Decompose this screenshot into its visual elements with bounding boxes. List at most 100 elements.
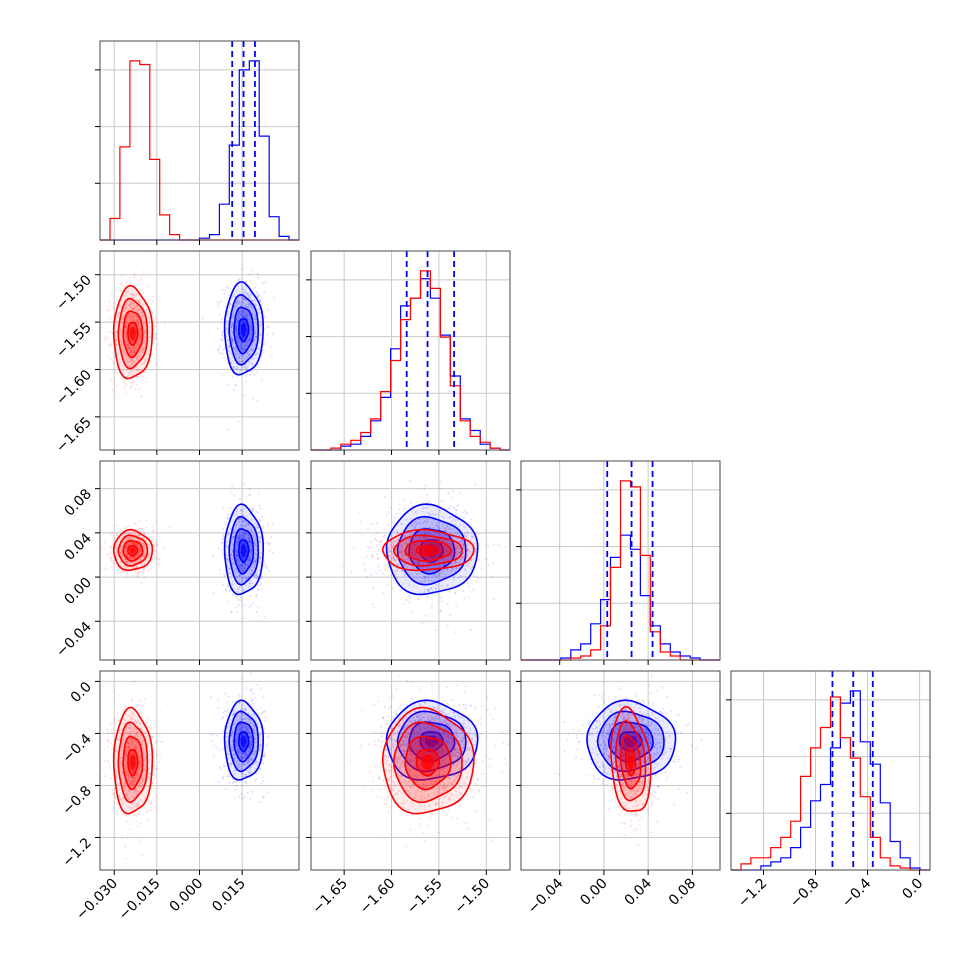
blue-sample-point: [238, 355, 241, 358]
red-sample-point: [132, 566, 134, 569]
red-sample-point: [460, 538, 463, 541]
blue-sample-point: [249, 305, 252, 308]
red-sample-point: [422, 541, 425, 544]
blue-sample-point: [248, 539, 251, 542]
red-sample-point: [463, 549, 466, 552]
blue-sample-point: [230, 325, 233, 328]
blue-sample-point: [271, 551, 274, 554]
red-sample-point: [391, 541, 394, 544]
blue-sample-point: [228, 572, 231, 575]
blue-sample-point: [448, 517, 451, 519]
blue-sample-point: [408, 594, 411, 597]
red-sample-point: [429, 556, 432, 559]
red-sample-point: [104, 567, 107, 570]
red-sample-point: [141, 312, 144, 315]
blue-sample-point: [257, 294, 260, 297]
blue-sample-point: [249, 748, 252, 751]
blue-sample-point: [222, 765, 225, 768]
blue-sample-point: [243, 748, 246, 751]
red-sample-point: [400, 550, 403, 552]
red-sample-point: [452, 545, 455, 548]
red-sample-point: [131, 293, 134, 296]
blue-sample-point: [238, 341, 241, 344]
blue-sample-point: [463, 567, 466, 570]
red-sample-point: [149, 547, 152, 550]
red-sample-point: [132, 379, 135, 382]
red-sample-point: [363, 562, 366, 565]
blue-contour: [223, 503, 264, 596]
blue-sample-point: [447, 542, 450, 545]
blue-sample-point: [248, 746, 251, 749]
red-sample-point: [445, 549, 448, 552]
blue-contour: [228, 293, 259, 366]
blue-sample-point: [423, 531, 426, 534]
red-sample-point: [137, 327, 140, 330]
red-sample-point: [126, 315, 129, 318]
red-sample-point: [135, 560, 138, 563]
blue-sample-point: [244, 366, 247, 369]
blue-sample-point: [418, 518, 421, 520]
red-sample-point: [143, 544, 146, 547]
blue-sample-point: [238, 764, 241, 767]
blue-sample-point: [415, 544, 418, 547]
red-sample-point: [404, 543, 407, 546]
red-sample-point: [145, 539, 148, 542]
blue-sample-point: [244, 726, 246, 729]
blue-sample-point: [228, 531, 231, 534]
blue-sample-point: [228, 345, 231, 348]
blue-sample-point: [431, 513, 434, 516]
red-sample-point: [469, 535, 472, 537]
blue-sample-point: [234, 568, 237, 571]
blue-sample-point: [418, 598, 420, 601]
blue-sample-point: [257, 352, 260, 355]
red-sample-point: [129, 360, 132, 363]
blue-sample-point: [238, 498, 241, 501]
red-sample-point: [423, 536, 426, 539]
red-sample-point: [110, 560, 113, 563]
blue-sample-point: [418, 562, 421, 565]
blue-sample-point: [230, 733, 233, 736]
blue-sample-point: [459, 540, 462, 543]
blue-sample-point: [442, 534, 445, 537]
blue-sample-point: [430, 606, 433, 609]
blue-sample-point: [238, 518, 241, 521]
red-sample-point: [419, 567, 422, 570]
red-sample-point: [466, 553, 469, 556]
blue-sample-point: [408, 538, 411, 541]
red-sample-point: [396, 576, 399, 579]
red-sample-point: [135, 366, 138, 369]
blue-sample-point: [243, 535, 246, 538]
red-sample-point: [125, 383, 128, 386]
blue-sample-point: [226, 314, 229, 317]
blue-sample-point: [248, 315, 251, 317]
red-sample-point: [407, 550, 410, 553]
blue-sample-point: [432, 580, 435, 583]
blue-sample-point: [247, 747, 250, 750]
blue-sample-point: [256, 292, 258, 295]
blue-sample-point: [255, 575, 258, 578]
blue-sample-point: [243, 725, 245, 728]
red-sample-point: [401, 534, 404, 537]
blue-sample-point: [227, 585, 230, 588]
red-sample-point: [472, 541, 475, 544]
red-sample-point: [120, 545, 123, 548]
blue-sample-point: [222, 716, 225, 719]
red-sample-point: [105, 308, 108, 311]
red-sample-point: [410, 550, 413, 553]
red-sample-point: [101, 567, 103, 570]
red-sample-point: [138, 329, 141, 332]
blue-sample-point: [234, 740, 237, 743]
red-sample-point: [125, 552, 128, 555]
blue-sample-point: [462, 589, 465, 592]
red-sample-point: [136, 356, 139, 359]
red-sample-point: [438, 544, 441, 547]
red-sample-point: [137, 346, 140, 349]
blue-sample-point: [246, 762, 249, 765]
blue-sample-point: [452, 577, 455, 580]
red-sample-point: [436, 538, 438, 541]
blue-sample-point: [243, 733, 246, 736]
red-sample-point: [135, 319, 138, 322]
red-sample-point: [408, 534, 411, 536]
blue-sample-point: [235, 330, 238, 333]
blue-sample-point: [241, 268, 244, 271]
